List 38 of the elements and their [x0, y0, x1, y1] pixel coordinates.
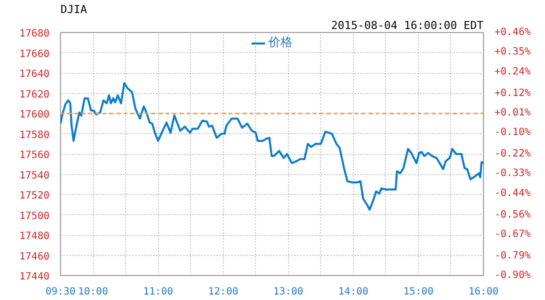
y2-tick-label: +0.24%: [494, 66, 531, 78]
x-tick-label: 13:00: [273, 286, 304, 298]
y2-tick-label: +0.01%: [494, 107, 531, 118]
y2-tick-label: -0.79%: [494, 250, 531, 262]
y2-tick-label: -0.22%: [494, 148, 531, 160]
y-tick-label: 17500: [19, 210, 50, 222]
line-series: [60, 82, 484, 211]
y2-tick-label: -0.44%: [494, 188, 531, 199]
x-tick-label: 14:00: [338, 286, 368, 298]
legend-label: 价格: [268, 34, 292, 51]
x-tick-label: 10:00: [78, 286, 108, 298]
y2-tick-label: -0.10%: [494, 127, 531, 138]
chart-subtitle: 2015-08-04 16:00:00 EDT: [331, 19, 484, 32]
y-tick-label: 17540: [19, 170, 50, 182]
y2-tick-label: +0.46%: [494, 27, 531, 38]
y2-tick-label: +0.12%: [494, 88, 531, 99]
x-tick-label: 11:00: [143, 286, 174, 298]
x-tick-label: 12:00: [208, 286, 238, 298]
y-tick-label: 17480: [19, 231, 50, 242]
x-tick-label: 09:30: [45, 286, 76, 298]
y-tick-label: 17560: [19, 150, 50, 161]
y2-tick-label: -0.67%: [494, 228, 531, 240]
y2-tick-label: +0.35%: [494, 46, 531, 58]
y-tick-label: 17680: [19, 28, 50, 40]
x-tick-label: 15:00: [403, 286, 434, 298]
y2-tick-label: -0.90%: [494, 270, 531, 281]
y-tick-label: 17640: [19, 69, 50, 80]
x-tick-label: 16:00: [468, 286, 499, 298]
y-tick-label: 17520: [19, 190, 50, 202]
y-tick-label: 17660: [19, 48, 50, 60]
y2-tick-label: -0.33%: [494, 168, 531, 180]
y-tick-label: 17580: [19, 130, 50, 141]
chart-title: DJIA: [60, 3, 88, 16]
y-tick-label: 17440: [19, 272, 50, 282]
y-tick-label: 17620: [19, 89, 50, 100]
y-tick-label: 17460: [19, 251, 50, 262]
y-tick-label: 17600: [19, 110, 50, 120]
y2-tick-label: -0.56%: [494, 209, 531, 220]
